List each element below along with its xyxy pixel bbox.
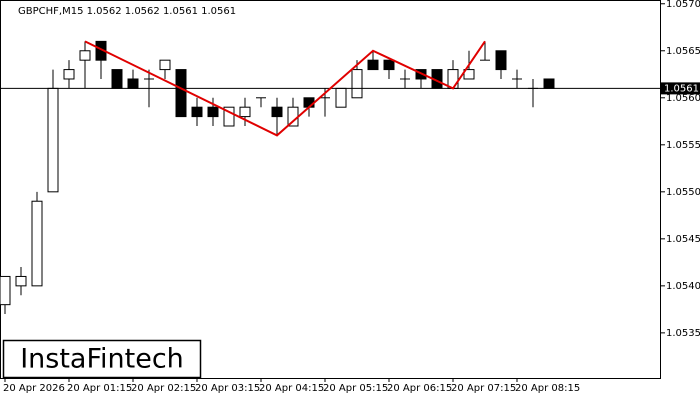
candle-body bbox=[495, 50, 507, 71]
candle-body bbox=[47, 87, 59, 193]
candle-body bbox=[351, 69, 363, 99]
y-tick-label: 1.0535 bbox=[666, 328, 700, 339]
candle-body bbox=[543, 78, 555, 89]
candle-body bbox=[127, 78, 139, 89]
y-tick-label: 1.0545 bbox=[666, 234, 700, 245]
y-tick-label: 1.0555 bbox=[666, 140, 700, 151]
candle-body bbox=[15, 275, 27, 287]
candle-body bbox=[191, 106, 203, 118]
chart-title: GBPCHF,M15 1.0562 1.0562 1.0561 1.0561 bbox=[18, 6, 236, 17]
y-tick-label: 1.0540 bbox=[666, 281, 700, 292]
candle-body bbox=[271, 106, 283, 118]
x-tick-label: 20 Apr 02:15 bbox=[131, 383, 196, 394]
y-tick-label: 1.0570 bbox=[666, 0, 700, 10]
brand-box bbox=[2, 339, 202, 379]
x-tick-label: 20 Apr 04:15 bbox=[259, 383, 324, 394]
x-tick-label: 20 Apr 2026 bbox=[3, 383, 65, 394]
candle-body bbox=[303, 97, 315, 108]
last-price-label: 1.0561 bbox=[664, 83, 699, 94]
x-tick-label: 20 Apr 03:15 bbox=[195, 383, 260, 394]
x-tick-label: 20 Apr 05:15 bbox=[323, 383, 388, 394]
candle-body bbox=[111, 69, 123, 89]
candle-body bbox=[79, 50, 91, 61]
x-tick-label: 20 Apr 06:15 bbox=[387, 383, 452, 394]
y-tick-label: 1.0560 bbox=[666, 93, 700, 104]
candle-body bbox=[207, 106, 219, 118]
plot-frame bbox=[0, 0, 661, 379]
last-price-box bbox=[661, 82, 700, 95]
candle-body bbox=[223, 106, 235, 127]
candle-body bbox=[239, 106, 251, 118]
x-tick-label: 20 Apr 01:15 bbox=[67, 383, 132, 394]
candle-body bbox=[463, 69, 475, 80]
candle-body bbox=[31, 200, 43, 287]
y-tick-label: 1.0565 bbox=[666, 46, 700, 57]
candle-body bbox=[0, 275, 11, 306]
x-tick-label: 20 Apr 08:15 bbox=[515, 383, 580, 394]
candle-body bbox=[447, 69, 459, 89]
candle-body bbox=[175, 69, 187, 118]
y-tick-label: 1.0550 bbox=[666, 187, 700, 198]
x-tick-label: 20 Apr 07:15 bbox=[451, 383, 516, 394]
brand-logo: InstaFintech bbox=[20, 344, 184, 375]
candle-body bbox=[367, 59, 379, 71]
pattern-line bbox=[84, 40, 486, 137]
candle-body bbox=[335, 87, 347, 108]
candle-body bbox=[383, 59, 395, 71]
candle-body bbox=[159, 59, 171, 71]
candle-body bbox=[63, 69, 75, 80]
